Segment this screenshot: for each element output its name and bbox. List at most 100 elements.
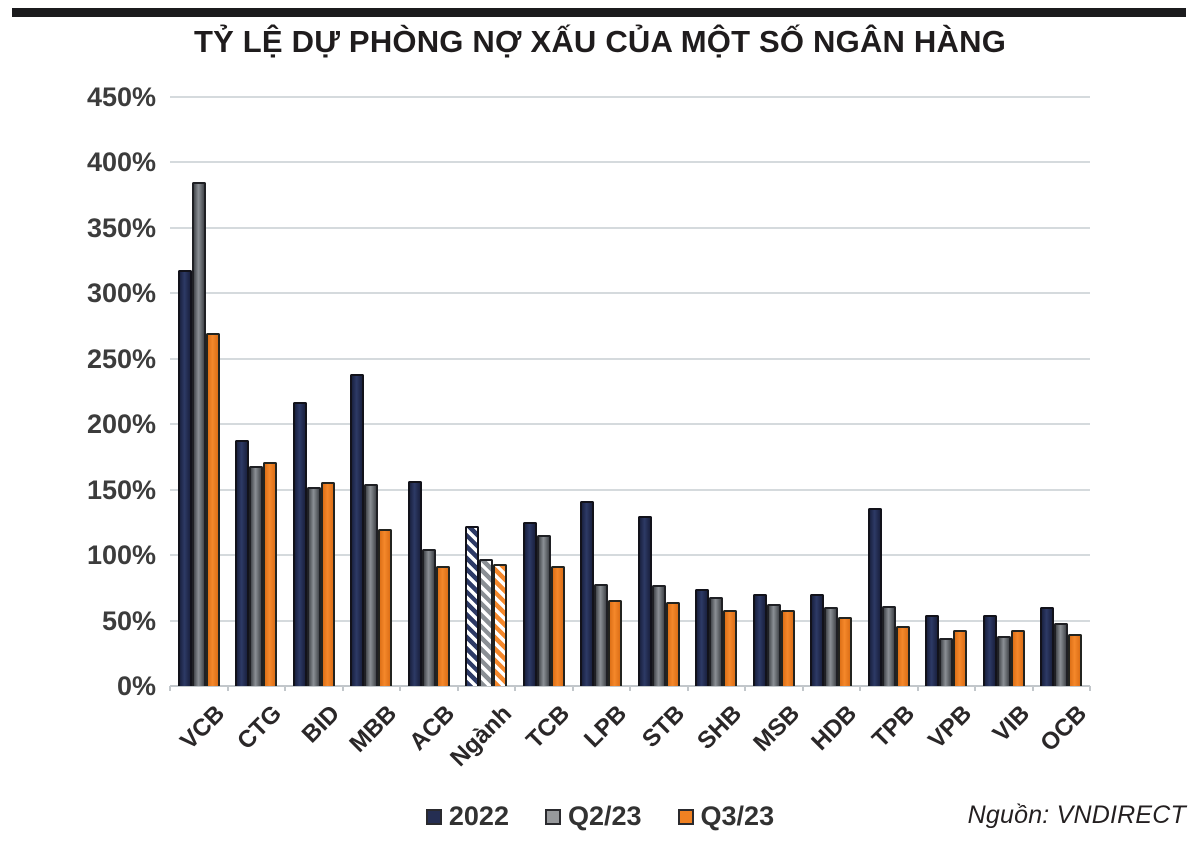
bar-group-bid [285,97,343,686]
legend-label: 2022 [448,801,509,831]
gridline [170,161,1090,164]
bar-group-ngành [458,97,516,686]
y-axis-tick-label: 150% [86,474,156,505]
axis-tick [1031,686,1034,691]
bar-group-mbb [343,97,401,686]
bar-q3-23-vib [1010,630,1025,686]
bar-2022-shb [695,589,710,686]
bar-group-tcb [515,97,573,686]
bar-2022-tcb [522,522,537,686]
gridline [170,554,1090,557]
axis-tick [916,686,919,691]
bar-q3-23-bid [320,482,335,686]
bar-q3-23-tcb [550,566,565,686]
bar-q2-23-acb [421,549,436,686]
bar-q2-23-msb [766,604,781,686]
bar-2022-ocb [1040,607,1055,686]
chart-legend: 2022 Q2/23 Q3/23 [0,803,1200,830]
y-axis-tick-label: 200% [86,409,156,440]
legend-swatch [425,808,442,825]
bar-2022-vpb [925,615,940,686]
gridline [170,96,1090,98]
bar-q3-23-ctg [263,462,278,686]
legend-label: Q3/23 [700,801,775,831]
axis-tick [744,686,746,691]
gridline [170,488,1090,491]
bar-group-tpb [860,97,918,686]
bar-2022-vib [982,615,997,686]
bar-group-vpb [918,97,976,686]
bar-2022-msb [752,594,767,686]
bar-q2-23-vcb [191,182,206,686]
bar-group-lpb [573,97,631,686]
top-rule [12,8,1186,17]
bar-q2-23-hdb [824,607,839,686]
bar-q2-23-vib [996,636,1011,686]
bar-group-shb [688,97,746,686]
bar-2022-hdb [810,594,825,686]
bar-q3-23-vcb [205,333,220,686]
bar-q3-23-mbb [378,529,393,686]
bar-2022-bid [292,402,307,686]
y-axis-tick-label: 300% [86,278,156,309]
gridline [170,619,1090,622]
chart-title: TỶ LỆ DỰ PHÒNG NỢ XẤU CỦA MỘT SỐ NGÂN HÀ… [193,24,1007,59]
y-axis-tick-label: 100% [86,540,156,571]
bar-2022-lpb [580,501,595,686]
legend-label: Q2/23 [567,801,642,831]
bar-2022-acb [407,481,422,686]
y-axis-tick-label: 400% [86,147,156,178]
bar-q3-23-lpb [608,600,623,686]
axis-tick [629,686,631,691]
bar-q3-23-msb [780,610,795,686]
bar-q3-23-stb [665,602,680,686]
bar-q3-23-hdb [838,617,853,686]
axis-tick [514,686,516,691]
legend-swatch [544,808,561,825]
bar-group-acb [400,97,458,686]
bar-q2-23-mbb [364,484,379,686]
bar-group-hdb [803,97,861,686]
axis-tick [226,686,229,691]
gridline [170,226,1090,229]
legend-item-q2-23: Q2/23 [544,801,642,831]
bar-group-vcb [170,97,228,686]
bar-2022-ngành [465,526,480,686]
y-axis-tick-label: 0% [116,671,156,701]
y-axis-tick-label: 450% [86,82,156,112]
bar-group-msb [745,97,803,686]
bar-q3-23-vpb [953,630,968,686]
axis-tick [801,686,804,691]
bar-q3-23-acb [435,566,450,686]
legend-item-2022: 2022 [425,801,509,831]
bar-q2-23-lpb [594,584,609,686]
axis-tick [169,686,171,691]
axis-tick [341,686,344,691]
bar-q3-23-tpb [895,626,910,686]
bar-group-ctg [228,97,286,686]
bar-q2-23-tpb [881,606,896,686]
gridline [170,423,1090,426]
bar-group-stb [630,97,688,686]
bar-2022-ctg [235,440,250,686]
axis-tick [686,686,689,691]
legend-item-q3-23: Q3/23 [677,801,775,831]
bar-q3-23-ocb [1068,634,1083,686]
bar-2022-stb [637,516,652,686]
bar-q2-23-shb [709,597,724,686]
bar-q3-23-shb [723,610,738,686]
bar-q2-23-tcb [536,535,551,686]
legend-swatch [677,808,694,825]
axis-tick [456,686,459,691]
axis-tick [571,686,574,691]
bar-q2-23-ctg [249,466,264,686]
gridline [170,357,1090,360]
y-axis-tick-label: 50% [101,605,156,636]
bar-q2-23-bid [306,487,321,686]
bar-q2-23-ngành [479,559,494,686]
y-axis-tick-label: 250% [86,343,156,374]
bar-q2-23-stb [651,585,666,686]
axis-tick [284,686,286,691]
bar-group-vib [975,97,1033,686]
